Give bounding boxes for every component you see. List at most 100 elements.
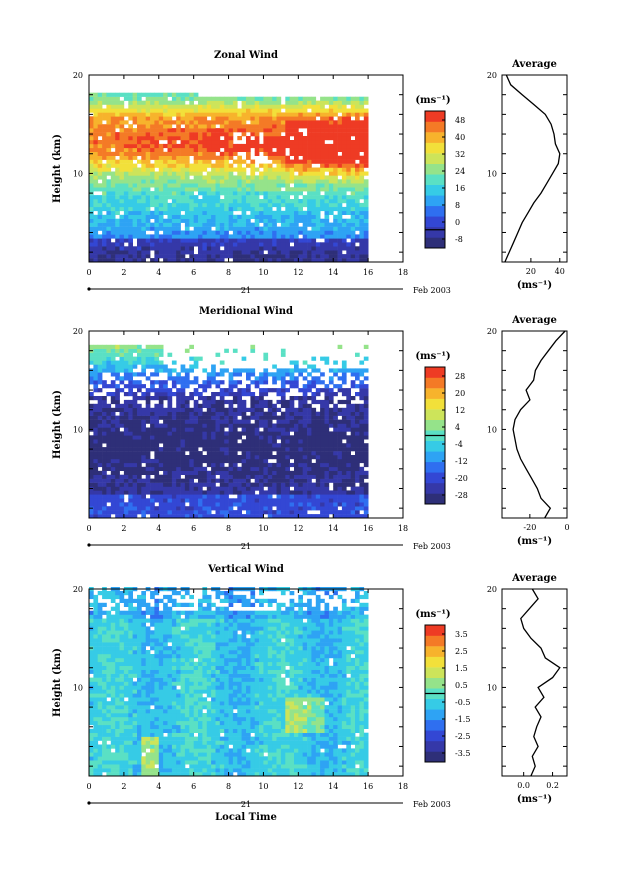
heatmap-cell [163, 466, 168, 471]
heatmap-cell [110, 396, 116, 401]
heatmap-cell [202, 447, 208, 452]
heatmap-cell [289, 403, 295, 408]
heatmap-cell [276, 246, 282, 251]
heatmap-cell [272, 202, 277, 208]
heatmap-cell [141, 128, 146, 133]
heatmap-cell [359, 411, 365, 416]
heatmap-cell [184, 482, 190, 487]
heatmap-cell [93, 368, 99, 373]
heatmap-cell [341, 411, 347, 416]
heatmap-cell [328, 128, 334, 133]
heatmap-cell [211, 183, 216, 188]
heatmap-cell [307, 431, 312, 436]
heatmap-cell [250, 238, 256, 243]
heatmap-cell [106, 151, 112, 156]
heatmap-cell [202, 490, 208, 495]
heatmap-cell [232, 368, 238, 373]
heatmap-cell [285, 143, 290, 149]
heatmap-cell [123, 455, 129, 460]
heatmap-cell [324, 486, 330, 491]
heatmap-cell [180, 462, 186, 468]
heatmap-cell [241, 486, 247, 491]
heatmap-cell [311, 199, 317, 204]
heatmap-cell [302, 514, 308, 519]
heatmap-cell [180, 171, 186, 176]
heatmap-cell [123, 423, 129, 428]
heatmap-cell [328, 407, 334, 412]
heatmap-cell [298, 175, 303, 180]
heatmap-cell [250, 191, 256, 196]
heatmap-cell [259, 431, 264, 436]
heatmap-cell [189, 238, 194, 243]
heatmap-cell [333, 419, 338, 424]
heatmap-cell [328, 171, 334, 176]
heatmap-cell [206, 226, 212, 231]
heatmap-cell [237, 218, 242, 223]
heatmap-cell [189, 151, 194, 156]
heatmap-cell [341, 234, 347, 239]
colorbar-tick-label: -4 [455, 440, 463, 449]
heatmap-cell [246, 143, 251, 149]
heatmap-cell [320, 506, 325, 511]
heatmap-cell [154, 242, 160, 247]
heatmap-cell [93, 502, 99, 507]
heatmap-cell [176, 124, 181, 129]
heatmap-cell [285, 108, 290, 113]
heatmap-cell [167, 502, 173, 507]
heatmap-cell [189, 356, 194, 361]
heatmap-cell [132, 175, 138, 180]
heatmap-cell [250, 506, 256, 511]
heatmap-cell [355, 419, 360, 424]
heatmap-cell [171, 380, 177, 385]
heatmap-cell [298, 439, 303, 444]
heatmap-cell [184, 159, 190, 164]
heatmap-cell [189, 104, 194, 109]
heatmap-cell [132, 136, 138, 141]
heatmap-cell [294, 474, 299, 479]
heatmap-cell [110, 116, 116, 121]
heatmap-cell [132, 230, 138, 235]
heatmap-cell [132, 443, 138, 448]
heatmap-cell [267, 108, 273, 113]
heatmap-cell [254, 246, 260, 251]
heatmap-cell [219, 403, 225, 408]
heatmap-cell [232, 222, 238, 227]
heatmap-cell [307, 155, 312, 160]
heatmap-cell [324, 246, 330, 251]
heatmap-cell [154, 159, 160, 164]
heatmap-cell [193, 155, 199, 160]
heatmap-cell [167, 163, 173, 168]
heatmap-cell [145, 344, 151, 349]
heatmap-cell [193, 140, 199, 145]
heatmap-cell [237, 407, 242, 412]
heatmap-cell [272, 423, 277, 428]
heatmap-cell [171, 96, 177, 101]
heatmap-cell [333, 506, 338, 511]
heatmap-cell [359, 155, 365, 160]
heatmap-cell [202, 112, 208, 117]
heatmap-cell [333, 230, 338, 235]
heatmap-cell [285, 368, 290, 373]
heatmap-cell [102, 510, 107, 515]
heatmap-cell [298, 396, 303, 401]
heatmap-cell [141, 396, 146, 401]
heatmap-cell [102, 514, 107, 519]
heatmap-cell [145, 364, 151, 369]
heatmap-cell [346, 159, 351, 164]
heatmap-cell [285, 199, 290, 204]
heatmap-cell [106, 254, 112, 259]
heatmap-cell [315, 218, 321, 223]
heatmap-cell [346, 202, 351, 208]
heatmap-cell [219, 396, 225, 401]
heatmap-cell [241, 226, 247, 231]
heatmap-cell [272, 250, 277, 255]
heatmap-cell [158, 466, 164, 471]
heatmap-cell [280, 183, 286, 188]
heatmap-cell [302, 124, 308, 129]
heatmap-cell [102, 462, 107, 468]
date-axis-marker [87, 287, 91, 291]
heatmap-cell [224, 104, 229, 109]
heatmap-cell [311, 396, 317, 401]
heatmap-cell [324, 112, 330, 117]
heatmap-cell [167, 439, 173, 444]
